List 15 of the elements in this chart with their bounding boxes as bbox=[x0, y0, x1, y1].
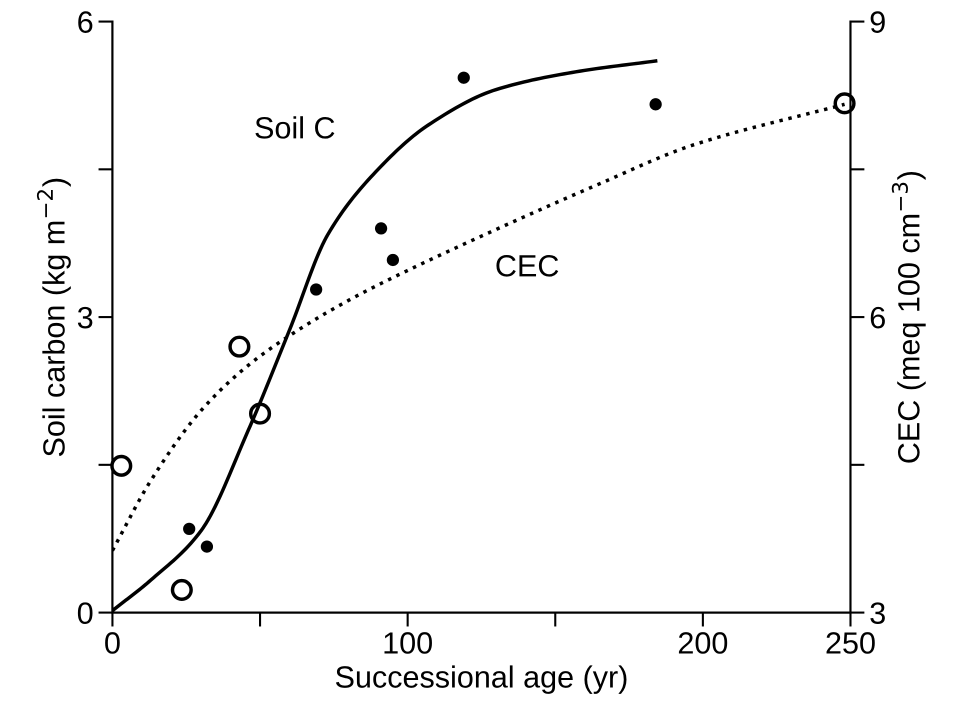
x-tick-label: 250 bbox=[826, 632, 875, 654]
y2-tick-label: 6 bbox=[870, 306, 885, 328]
series-label: Soil C bbox=[255, 116, 334, 139]
x-axis-title: Successional age (yr) bbox=[336, 665, 626, 694]
y2-axis-title: CEC (meq 100 cm$^{−3}$) bbox=[892, 172, 926, 463]
y2-tick-label: 3 bbox=[870, 602, 885, 624]
y-axis-title: Soil carbon (kg m$^{−2}$) bbox=[36, 178, 71, 456]
x-tick-label: 100 bbox=[384, 632, 432, 654]
y-tick-label: 0 bbox=[78, 602, 92, 624]
y2-tick-label: 9 bbox=[870, 11, 885, 33]
series-label: CEC bbox=[496, 254, 558, 277]
y-tick-label: 3 bbox=[78, 306, 92, 328]
x-tick-label: 0 bbox=[105, 632, 120, 654]
y-tick-label: 6 bbox=[78, 11, 92, 33]
x-tick-label: 200 bbox=[678, 632, 728, 654]
